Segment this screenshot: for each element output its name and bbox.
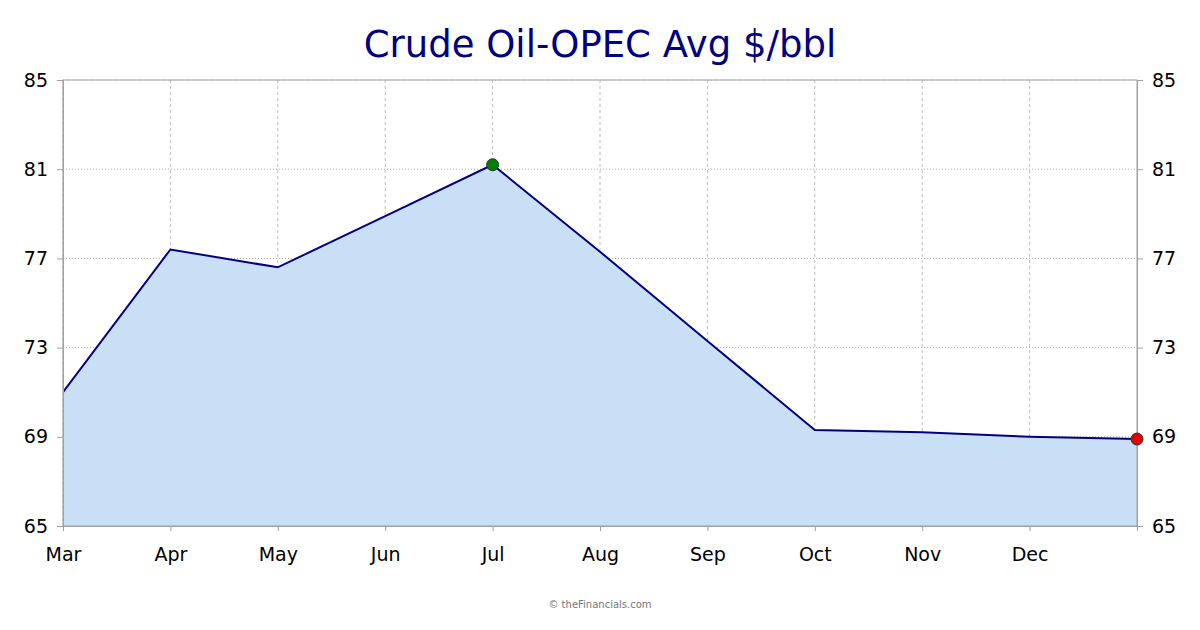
plot: 65 69 73 77 81 85 65 69 73 77 81 85 Mar Apr May Jun Jul A… xyxy=(24,69,1176,565)
title: Crude Oil-OPEC Avg $/bbl xyxy=(364,23,837,66)
tick-label: Jul xyxy=(481,543,505,565)
tick: Nov xyxy=(904,526,941,565)
marker-min xyxy=(1131,433,1143,445)
tick-label: 85 xyxy=(1152,69,1176,91)
tick: Apr xyxy=(154,526,187,565)
tick-label: Aug xyxy=(582,543,619,565)
tick: 73 xyxy=(24,336,63,358)
tick: Jun xyxy=(370,526,401,565)
axis-line xyxy=(63,81,64,527)
tick-label: 73 xyxy=(24,336,48,358)
tick-mark xyxy=(57,80,63,81)
tick-mark xyxy=(1137,169,1143,170)
tick: Aug xyxy=(582,526,619,565)
line xyxy=(63,165,1137,439)
tick-mark xyxy=(57,526,63,527)
tick: Jul xyxy=(481,526,505,565)
tick-label: May xyxy=(259,543,298,565)
tick: 85 xyxy=(1137,69,1176,91)
tick-mark xyxy=(815,526,816,531)
tick: 81 xyxy=(24,158,63,180)
tick-mark xyxy=(1030,526,1031,531)
tick-mark xyxy=(57,169,63,170)
tick-label: 69 xyxy=(1152,425,1176,447)
tick-label: Jun xyxy=(370,543,401,565)
tick: 73 xyxy=(1137,336,1176,358)
tick-mark xyxy=(57,258,63,259)
tick-mark xyxy=(57,348,63,349)
tick-mark xyxy=(170,526,171,531)
tick-label: 65 xyxy=(1152,515,1176,537)
tick: 65 xyxy=(24,515,63,537)
tick-mark xyxy=(63,526,64,531)
grid xyxy=(63,80,1137,526)
tick-label: 77 xyxy=(24,247,48,269)
x-axis: Mar Apr May Jun Jul Aug Sep Oct Nov Dec xyxy=(46,526,1138,565)
tick-label: Oct xyxy=(799,543,832,565)
tick: 65 xyxy=(1137,515,1176,537)
tick-label: 73 xyxy=(1152,336,1176,358)
plot-frame xyxy=(63,80,1137,526)
axis-line xyxy=(1137,81,1138,527)
tick-label: Nov xyxy=(904,543,941,565)
tick-mark xyxy=(1137,258,1143,259)
tick: 77 xyxy=(24,247,63,269)
tick-label: 65 xyxy=(24,515,48,537)
tick-mark xyxy=(1137,348,1143,349)
y-axis: 65 69 73 77 81 85 xyxy=(24,69,64,537)
tick-mark xyxy=(600,526,601,531)
tick: 81 xyxy=(1137,158,1176,180)
grid-line-y xyxy=(63,169,1137,170)
tick: Sep xyxy=(690,526,726,565)
tick-label: Apr xyxy=(154,543,187,565)
tick: Oct xyxy=(799,526,832,565)
marker-max xyxy=(487,159,499,171)
tick-label: Sep xyxy=(690,543,726,565)
tick-label: 69 xyxy=(24,425,48,447)
tick-mark xyxy=(385,526,386,531)
area xyxy=(63,165,1137,526)
tick xyxy=(1137,526,1138,531)
tick-label: 81 xyxy=(24,158,48,180)
tick: Dec xyxy=(1012,526,1049,565)
tick: 77 xyxy=(1137,247,1176,269)
tick-label: 81 xyxy=(1152,158,1176,180)
tick: 69 xyxy=(24,425,63,447)
chart: Crude Oil-OPEC Avg $/bbl 65 69 73 77 81 85 65 69… xyxy=(0,0,1200,630)
annotation: © theFinancials.com xyxy=(548,599,651,610)
tick-label: Mar xyxy=(46,543,82,565)
y-axis-right: 65 69 73 77 81 85 xyxy=(1137,69,1176,537)
tick-mark xyxy=(1137,526,1138,531)
tick-mark xyxy=(278,526,279,531)
tick-mark xyxy=(922,526,923,531)
tick-mark xyxy=(493,526,494,531)
series xyxy=(63,165,1137,526)
markers xyxy=(487,159,1143,445)
tick: Mar xyxy=(46,526,82,565)
tick-mark xyxy=(707,526,708,531)
tick: May xyxy=(259,526,298,565)
tick-label: Dec xyxy=(1012,543,1049,565)
tick-label: 77 xyxy=(1152,247,1176,269)
tick-mark xyxy=(1137,80,1143,81)
tick-label: 85 xyxy=(24,69,48,91)
tick-mark xyxy=(57,437,63,438)
tick: 85 xyxy=(24,69,63,91)
